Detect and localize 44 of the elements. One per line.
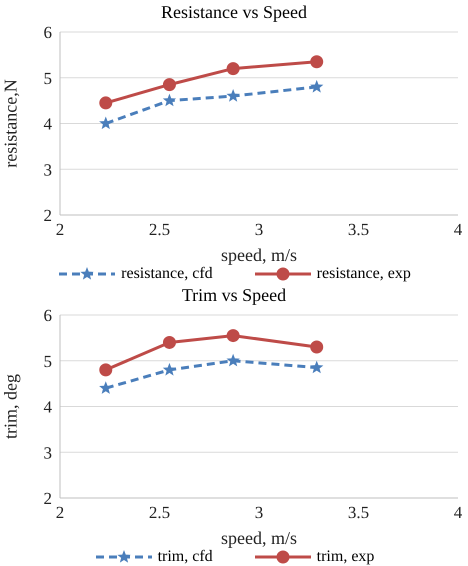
y-tick-label: 6 [44,23,52,42]
x-tick-label: 3 [254,220,264,240]
point [162,78,176,92]
legend-label: trim, exp [316,548,374,566]
x-tick-label: 2.5 [148,220,170,240]
point [162,336,176,349]
point [310,55,324,68]
y-tick-label: 5 [44,68,52,88]
point [226,329,240,342]
y-tick-label: 3 [44,443,52,462]
point [310,360,324,374]
y-tick-label: 4 [44,114,52,134]
x-tick-label: 3 [254,503,264,522]
legend-label: resistance, exp [316,265,411,283]
x-tick-label: 4 [454,220,463,240]
point [162,94,176,106]
x-tick-label: 3.5 [348,503,370,522]
x-tick-label: 4 [454,503,463,522]
legend-label: trim, cfd [158,548,213,566]
y-tick-label: 2 [44,489,52,508]
y-axis-title: trim, deg [0,374,20,439]
y-tick-label: 2 [44,206,52,226]
legend-label: resistance, cfd [121,265,213,283]
point [99,96,112,110]
point [226,89,240,102]
point [226,62,240,76]
y-tick-label: 5 [44,352,52,371]
point [310,80,324,93]
y-axis-title: resistance,N [0,79,20,168]
point [226,354,240,366]
y-tick-label: 3 [44,160,52,180]
x-tick-label: 2.5 [148,503,170,522]
point [162,362,176,376]
x-tick-label: 2 [56,220,64,240]
chart-title: Trim vs Speed [180,284,288,307]
y-tick-label: 4 [44,398,52,417]
y-tick-label: 6 [44,306,52,326]
chart-title: Resistance vs Speed [160,1,308,24]
x-tick-label: 2 [56,503,64,522]
point [310,340,324,354]
x-axis-title: speed, m/s [221,528,297,548]
point [99,363,112,376]
x-axis-title: speed, m/s [221,245,297,265]
x-tick-label: 3.5 [348,220,370,240]
